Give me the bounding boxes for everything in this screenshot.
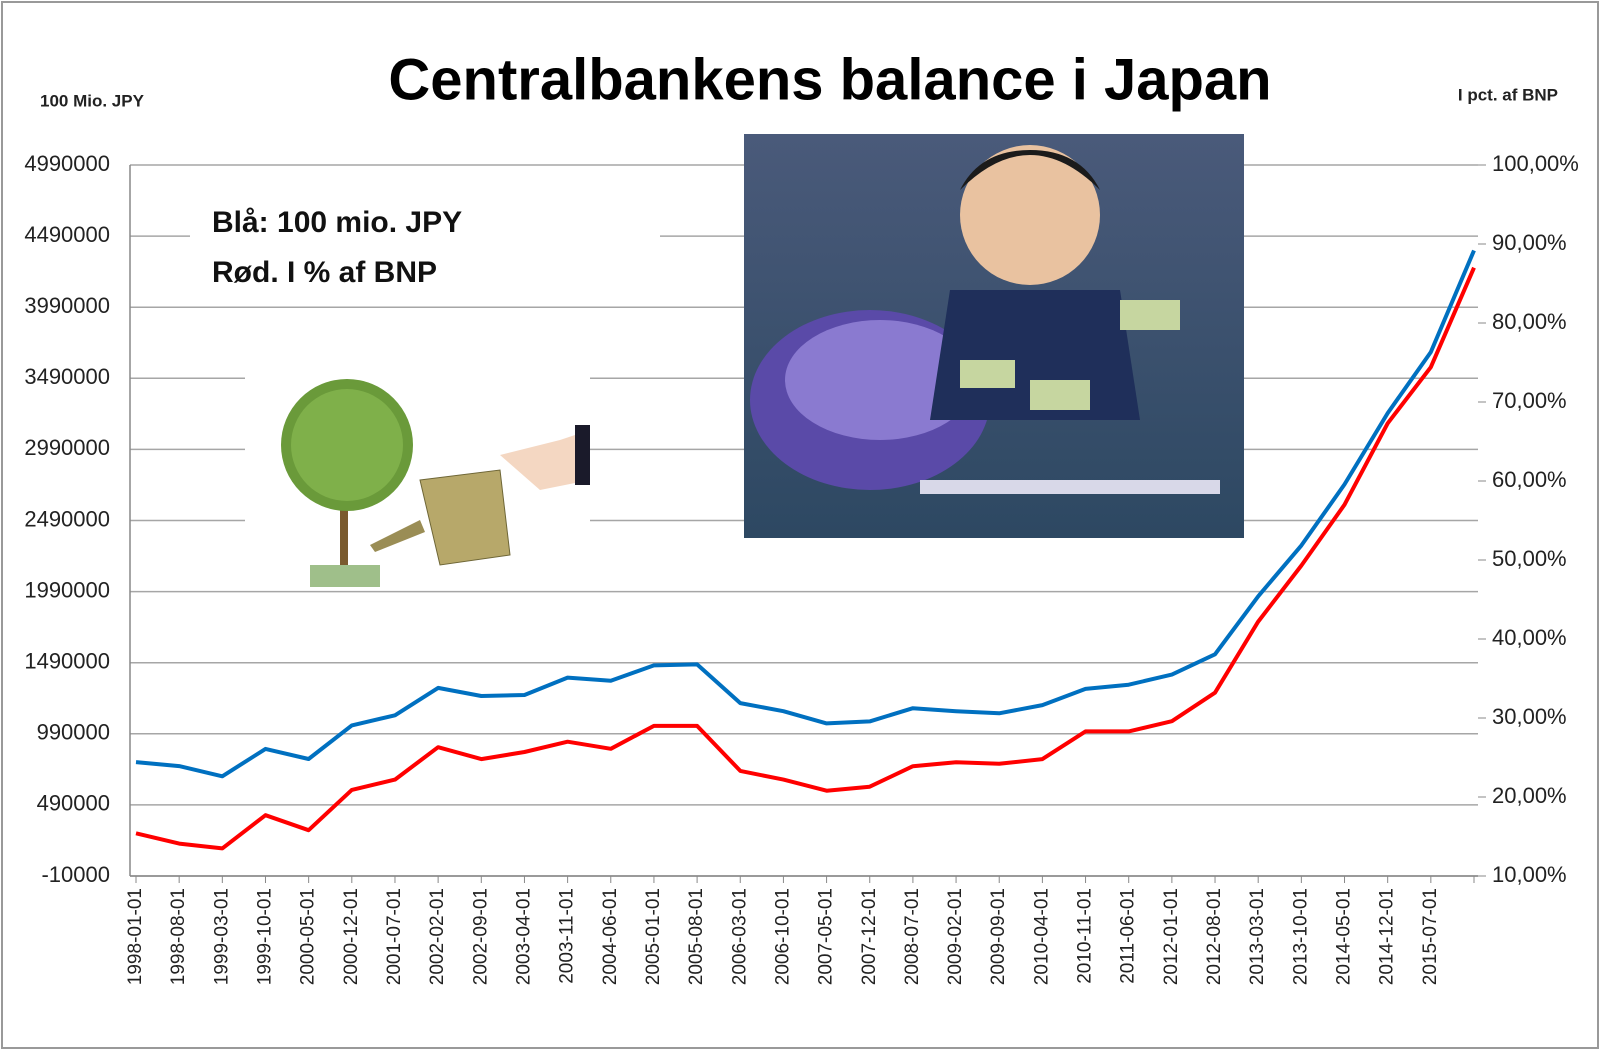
data-line bbox=[135, 249, 1476, 779]
x-tick-label: 2013-03-01 bbox=[1247, 888, 1268, 985]
x-tick-label: 1998-08-01 bbox=[168, 888, 189, 985]
annotation-box: Blå: 100 mio. JPY Rød. I % af BNP bbox=[190, 195, 660, 305]
x-tick-label: 2008-07-01 bbox=[902, 888, 923, 985]
x-tick-label: 2006-03-01 bbox=[729, 888, 750, 985]
y2-axis-title: I pct. af BNP bbox=[1458, 85, 1558, 104]
y-tick-label: 4490000 bbox=[24, 222, 110, 247]
y2-tick-label: 80,00% bbox=[1492, 309, 1567, 334]
annotation: Rød. I % af BNP bbox=[212, 256, 437, 289]
x-tick-label: 2002-09-01 bbox=[470, 888, 491, 985]
x-tick-label: 2006-10-01 bbox=[772, 888, 793, 985]
y2-tick-label: 10,00% bbox=[1492, 862, 1567, 887]
x-tick-label: 2000-05-01 bbox=[298, 888, 319, 985]
y-tick-label: 990000 bbox=[37, 720, 110, 745]
y-tick-label: -10000 bbox=[41, 862, 110, 887]
x-tick-label: 2010-11-01 bbox=[1075, 888, 1096, 984]
x-tick-label: 2009-02-01 bbox=[945, 888, 966, 985]
y-tick-label: 3490000 bbox=[24, 364, 110, 389]
x-tick-label: 1999-03-01 bbox=[211, 888, 232, 985]
money-tree-picture bbox=[245, 375, 590, 590]
x-tick-label: 2003-11-01 bbox=[557, 888, 578, 984]
y-axis-title: 100 Mio. JPY bbox=[40, 91, 145, 110]
x-tick-label: 2009-09-01 bbox=[988, 888, 1009, 985]
x-tick-label: 2002-02-01 bbox=[427, 888, 448, 985]
y2-tick-label: 60,00% bbox=[1492, 467, 1567, 492]
x-tick-label: 2004-06-01 bbox=[600, 888, 621, 985]
axes: -10000 490000 990000 1490000 1990000 2490000 2… bbox=[24, 151, 1579, 985]
x-tick-label: 2003-04-01 bbox=[513, 888, 534, 985]
x-tick-label: 2010-04-01 bbox=[1031, 888, 1052, 985]
x-tick-label: 2015-07-01 bbox=[1420, 888, 1441, 985]
y-tick-label: 490000 bbox=[37, 791, 110, 816]
x-tick-label: 2007-05-01 bbox=[816, 888, 837, 985]
y-tick-label: 1990000 bbox=[24, 577, 110, 602]
x-tick-label: 2001-07-01 bbox=[384, 888, 405, 985]
x-tick-label: 2013-10-01 bbox=[1290, 888, 1311, 985]
y2-tick-label: 100,00% bbox=[1492, 151, 1579, 176]
x-tick-label: 2012-01-01 bbox=[1161, 888, 1182, 985]
x-tick-label: 2007-12-01 bbox=[859, 888, 880, 985]
x-tick-label: 2005-01-01 bbox=[643, 888, 664, 985]
x-tick-label: 1999-10-01 bbox=[254, 888, 275, 985]
annotation: Blå: 100 mio. JPY bbox=[212, 206, 462, 239]
x-tick-label: 2005-08-01 bbox=[686, 888, 707, 985]
y-tick-label: 3990000 bbox=[24, 293, 110, 318]
x-tick-label: 2000-12-01 bbox=[341, 888, 362, 985]
lines bbox=[135, 249, 1476, 851]
x-tick-label: 2014-05-01 bbox=[1334, 888, 1355, 985]
x-tick-label: 1998-01-01 bbox=[125, 888, 146, 985]
helicopter-picture bbox=[744, 134, 1244, 538]
y-tick-label: 4990000 bbox=[24, 151, 110, 176]
y2-tick-label: 40,00% bbox=[1492, 625, 1567, 650]
y2-tick-label: 30,00% bbox=[1492, 704, 1567, 729]
x-tick-label: 2011-06-01 bbox=[1118, 888, 1139, 984]
y2-tick-label: 20,00% bbox=[1492, 783, 1567, 808]
y2-tick-label: 70,00% bbox=[1492, 388, 1567, 413]
y-tick-label: 1490000 bbox=[24, 649, 110, 674]
x-tick-label: 2012-08-01 bbox=[1204, 888, 1225, 985]
y-tick-label: 2990000 bbox=[24, 435, 110, 460]
y2-tick-label: 90,00% bbox=[1492, 230, 1567, 255]
x-tick-label: 2014-12-01 bbox=[1377, 888, 1398, 985]
chart-title: Centralbankens balance i Japan bbox=[388, 47, 1271, 112]
data-line bbox=[135, 266, 1476, 851]
y-tick-label: 2490000 bbox=[24, 506, 110, 531]
y2-tick-label: 50,00% bbox=[1492, 546, 1567, 571]
